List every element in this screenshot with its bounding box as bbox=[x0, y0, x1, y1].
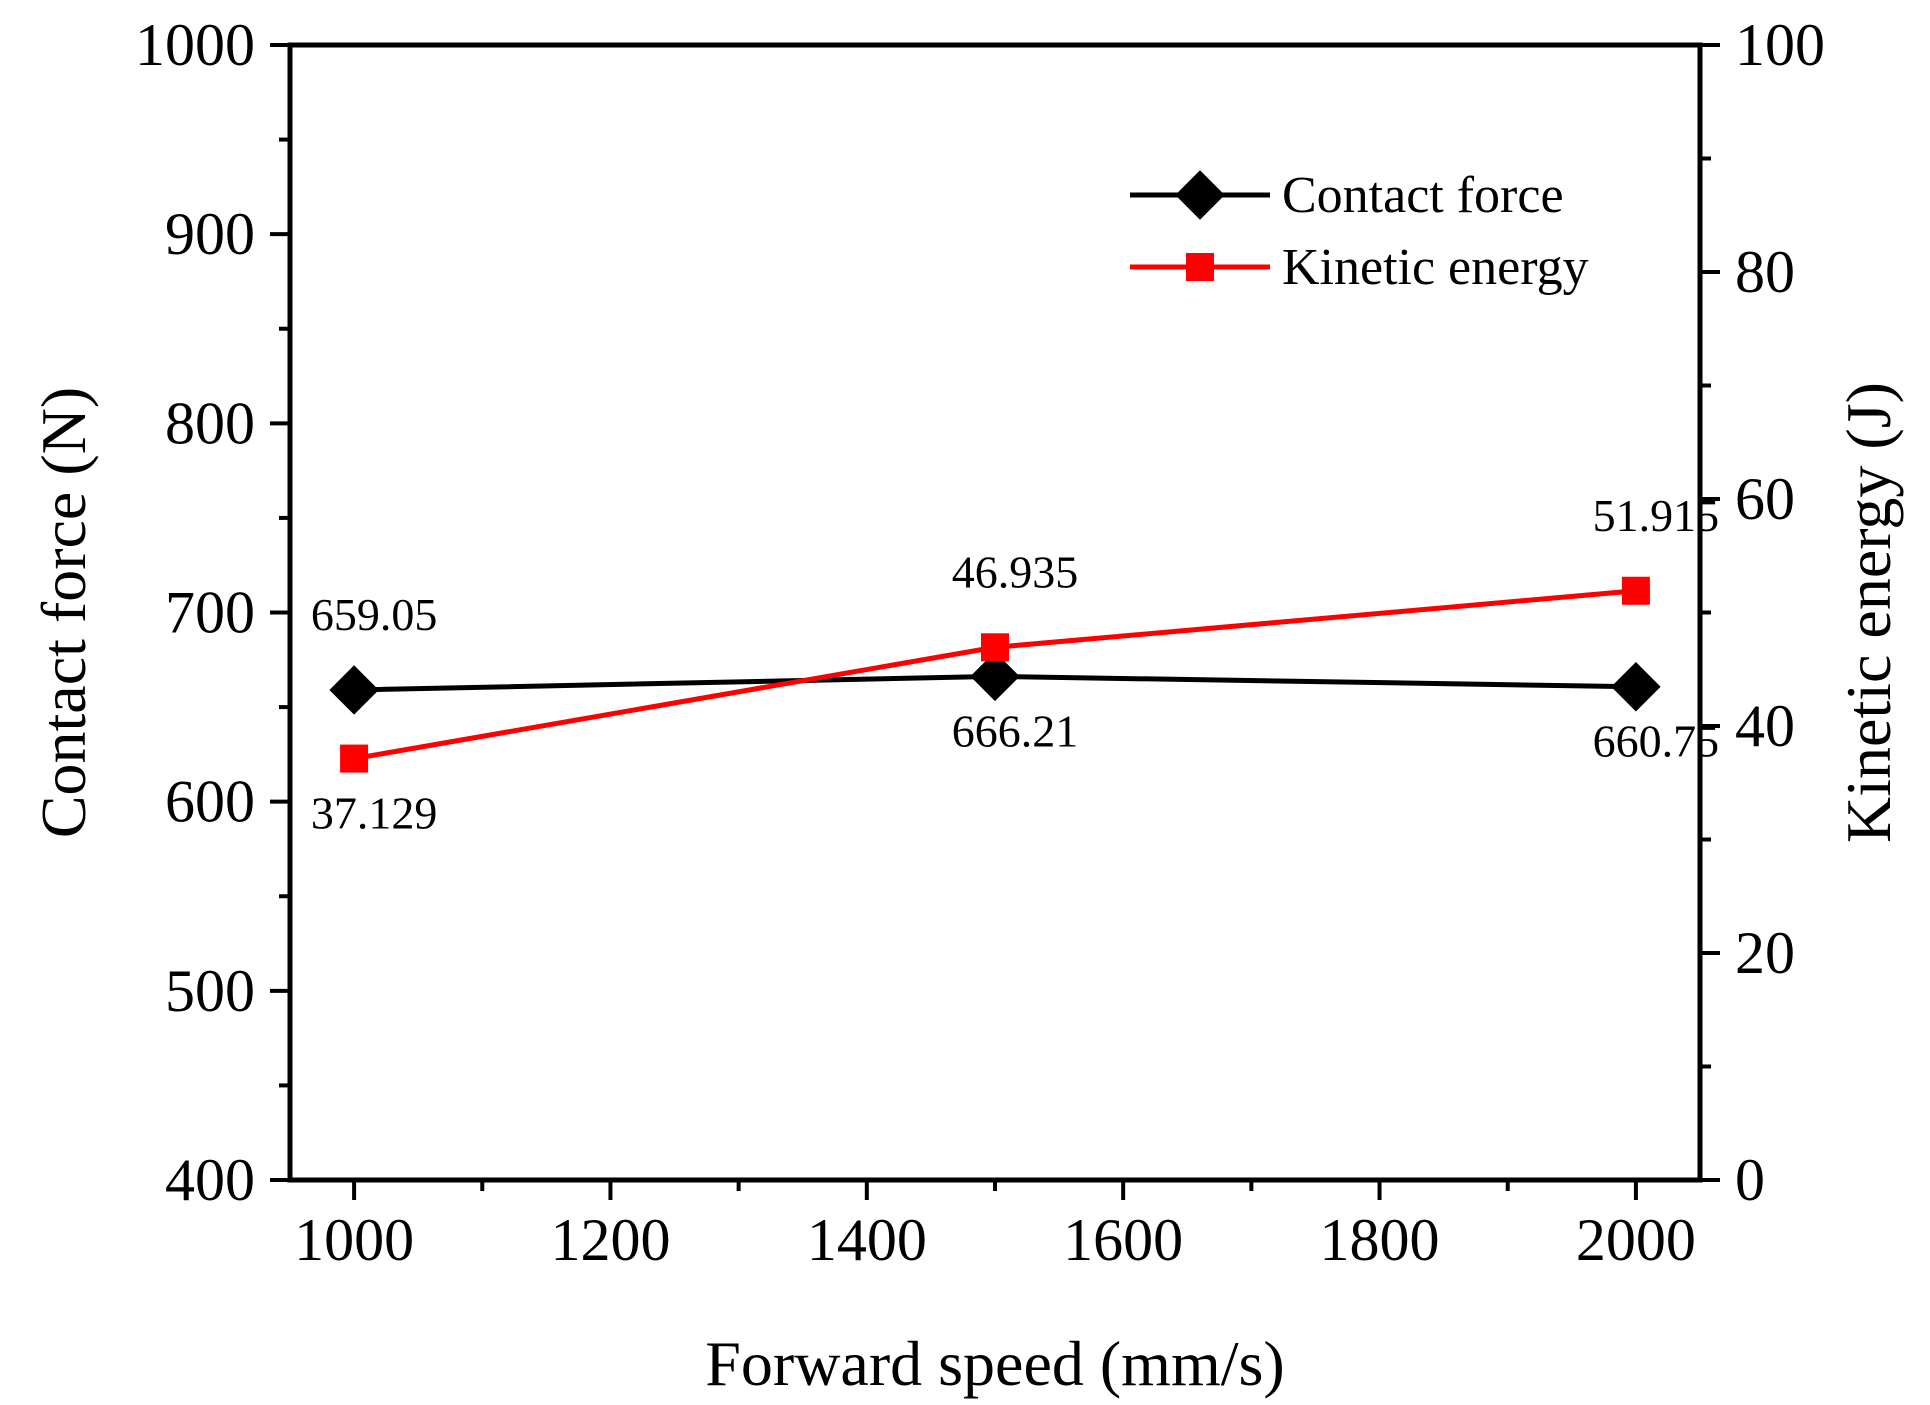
y2-tick-label: 40 bbox=[1735, 693, 1795, 759]
kinetic-energy-point bbox=[981, 633, 1009, 662]
legend-contact-force-marker bbox=[1175, 170, 1225, 220]
x-tick-label: 2000 bbox=[1576, 1207, 1696, 1273]
kinetic-energy-data-label: 37.129 bbox=[311, 788, 438, 839]
y-tick-label: 800 bbox=[165, 390, 255, 456]
legend-kinetic-energy-label: Kinetic energy bbox=[1282, 239, 1589, 296]
y-tick-label: 600 bbox=[165, 769, 255, 835]
legend: Contact force Kinetic energy bbox=[1130, 167, 1589, 296]
contact-force-point bbox=[1611, 662, 1661, 712]
y-tick-label: 700 bbox=[165, 580, 255, 646]
contact-force-point bbox=[329, 665, 379, 715]
y2-axis-title: Kinetic energy (J) bbox=[1833, 382, 1904, 843]
kinetic-energy-point bbox=[1621, 576, 1650, 605]
y2-tick-label: 20 bbox=[1735, 920, 1795, 986]
x-axis-title: Forward speed (mm/s) bbox=[705, 1328, 1284, 1399]
y2-tick-label: 0 bbox=[1735, 1147, 1765, 1213]
contact-force-data-label: 666.21 bbox=[952, 705, 1079, 756]
kinetic-energy-data-label: 51.915 bbox=[1593, 490, 1720, 541]
legend-kinetic-energy-marker bbox=[1186, 253, 1214, 281]
contact-force-data-label: 659.05 bbox=[311, 589, 438, 640]
y-tick-label: 900 bbox=[165, 201, 255, 267]
y2-tick-label: 80 bbox=[1735, 239, 1795, 305]
series-layer bbox=[329, 576, 1661, 773]
x-tick-label: 1600 bbox=[1063, 1207, 1183, 1273]
y-tick-label: 1000 bbox=[135, 12, 255, 78]
y2-tick-label: 60 bbox=[1735, 466, 1795, 532]
y-tick-label: 400 bbox=[165, 1147, 255, 1213]
axes: 1000 1200 1400 1600 1800 20004005006007008009… bbox=[135, 12, 1825, 1273]
x-tick-label: 1200 bbox=[550, 1207, 670, 1273]
x-tick-label: 1000 bbox=[294, 1207, 414, 1273]
y-tick-label: 500 bbox=[165, 958, 255, 1024]
kinetic-energy-data-label: 46.935 bbox=[952, 546, 1079, 597]
contact-force-data-label: 660.75 bbox=[1593, 716, 1720, 767]
contact-force-point bbox=[970, 651, 1020, 702]
x-tick-label: 1400 bbox=[807, 1207, 927, 1273]
y-axis-title: Contact force (N) bbox=[28, 387, 99, 838]
x-tick-label: 1800 bbox=[1320, 1207, 1440, 1273]
data-labels: 659.05 666.21 660.75 37.129 46.935 51.915 bbox=[311, 490, 1719, 839]
kinetic-energy-point bbox=[340, 744, 369, 773]
legend-contact-force-label: Contact force bbox=[1282, 167, 1564, 224]
y2-tick-label: 100 bbox=[1735, 12, 1825, 78]
